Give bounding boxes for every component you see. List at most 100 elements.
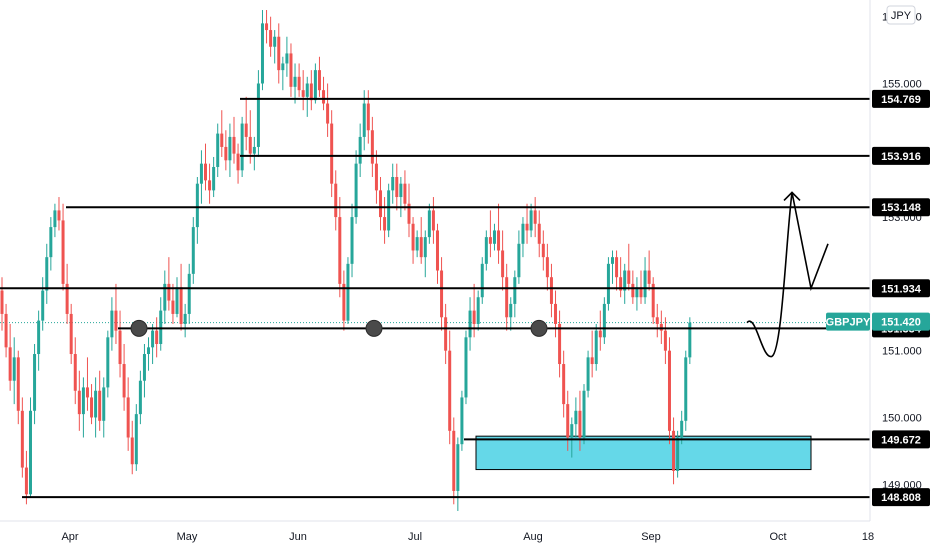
candle [106,330,110,398]
candle [427,203,431,244]
candle [676,430,680,478]
candle-body [480,263,484,298]
candle-body [374,163,378,191]
candle-body [537,223,541,244]
candle-body [281,63,285,71]
candle-body [399,183,403,198]
candle-body [383,217,387,231]
candle [574,397,578,438]
candle [228,123,232,178]
candle [179,263,183,331]
candle [24,450,28,505]
currency-badge[interactable]: JPY [886,5,916,25]
candle [480,257,484,304]
candle [297,63,301,97]
candle-body [635,287,639,298]
candle [49,217,53,271]
candle-body [212,166,216,191]
candle [155,317,159,358]
candle-body [90,397,94,418]
candle-body [334,183,338,218]
level-price-label: 153.916 [872,146,930,165]
candle-body [387,190,391,231]
candle-body [175,287,179,314]
symbol-tag-bg [826,312,870,331]
candle-body [199,163,203,184]
candle [187,263,191,324]
candle-body [476,297,480,324]
candle-body [346,263,350,321]
candle-body [118,330,122,365]
level-price-text: 153.148 [881,202,921,214]
candle-body [407,203,411,224]
candle [623,263,627,304]
candle [492,223,496,251]
candle-body [12,357,16,381]
candle [183,303,187,338]
candle-body [545,257,549,278]
candle [435,223,439,284]
candle-body [444,317,448,351]
candle [204,143,207,191]
candle [631,270,635,304]
candle [53,203,57,238]
touch-point-marker [130,319,148,337]
currency-label: JPY [891,10,912,22]
candle-body [114,310,118,331]
candle-body [224,146,228,161]
candle-body [342,283,346,321]
candle-body [20,410,24,468]
candle [545,243,549,291]
candle-body [285,53,289,64]
candle [212,156,216,198]
candle-body [505,277,509,318]
candle-body [179,287,183,324]
candle-body [122,364,126,398]
candle [611,250,614,284]
candle [598,310,602,351]
candle-body [94,390,98,418]
candle [431,197,435,244]
candle [464,330,468,405]
candle [65,263,69,324]
candle-body [464,337,468,398]
candle [505,263,509,331]
candle [138,370,142,425]
candle-body [452,430,456,491]
candle [590,330,594,378]
candle-body [0,290,4,314]
candle [85,357,89,411]
current-price-badge [872,312,930,331]
candle-body [395,177,399,198]
candle-body [289,53,293,87]
level-price-text: 151.934 [881,283,922,295]
candle-body [598,330,602,338]
candle [374,150,378,204]
time-tick-label: Apr [61,531,78,543]
candle [313,63,317,104]
candle-body [358,136,362,164]
candle-body [354,163,358,218]
candle [94,377,98,438]
candle-body [216,133,220,167]
candle [142,343,146,398]
candle [688,317,692,365]
candle-body [256,83,260,147]
candle-body [167,283,171,301]
symbol-tag-text: GBPJPY [826,317,871,329]
candle-body [248,136,252,154]
candle [273,30,277,64]
candle-body [24,467,28,495]
level-price-label: 149.672 [872,430,930,449]
candle [118,310,122,378]
candle [452,417,456,505]
candle [73,337,77,405]
time-axis[interactable]: Apr May Jun Jul Aug Sep Oct 18 [61,531,874,543]
candle-body [456,444,460,491]
candle-body [643,270,647,298]
candle-body [574,410,578,425]
candle-body [81,387,85,415]
candle-body [647,270,651,284]
candle-body [16,357,20,411]
